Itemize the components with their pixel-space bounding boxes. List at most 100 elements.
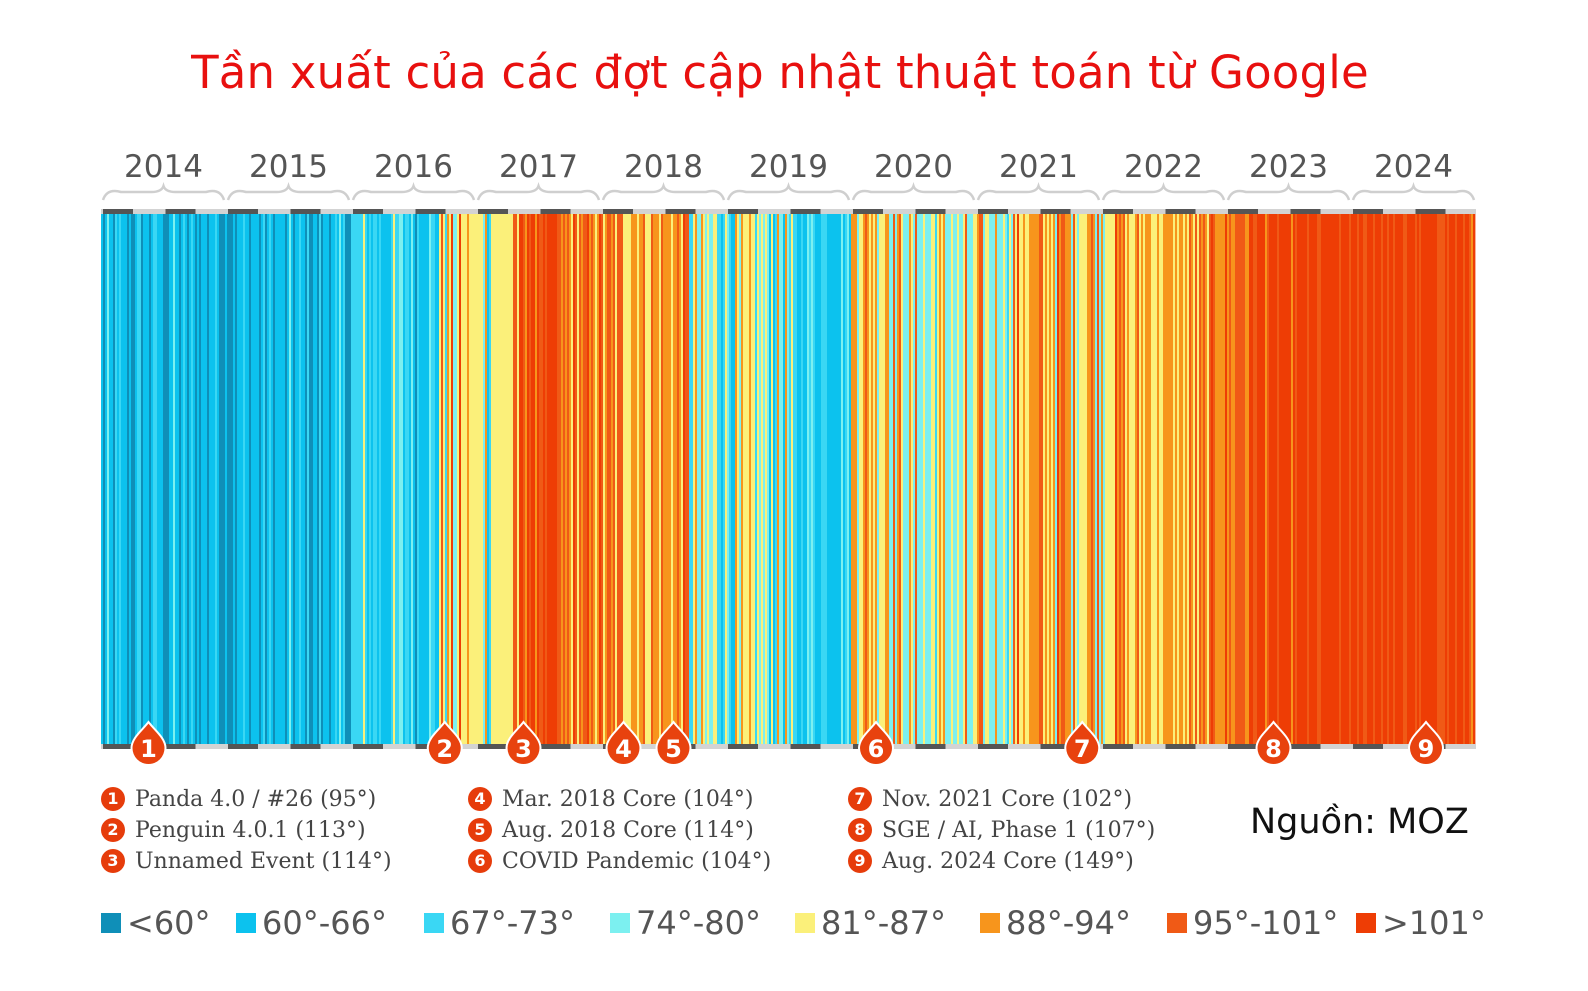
stripe xyxy=(363,214,366,744)
stripe xyxy=(329,214,332,744)
stripe xyxy=(929,214,932,744)
track-dash xyxy=(728,744,758,749)
stripe xyxy=(1119,214,1122,744)
stripe xyxy=(1127,214,1130,744)
stripe xyxy=(1199,214,1202,744)
stripe xyxy=(641,214,644,744)
stripe xyxy=(1231,214,1234,744)
stripe xyxy=(637,214,640,744)
stripe xyxy=(1315,214,1318,744)
year-brace xyxy=(1226,182,1351,201)
stripe xyxy=(1409,214,1412,744)
stripe xyxy=(1303,214,1306,744)
stripe xyxy=(1383,214,1386,744)
stripe xyxy=(917,214,920,744)
legend-label: >101° xyxy=(1382,904,1486,942)
event-marker-1: 1 xyxy=(130,720,167,766)
stripe xyxy=(115,214,118,744)
stripe xyxy=(403,214,406,744)
stripe xyxy=(731,214,734,744)
stripe xyxy=(127,214,130,744)
stripe xyxy=(371,214,374,744)
stripe xyxy=(789,214,792,744)
stripe xyxy=(1177,214,1180,744)
stripe xyxy=(1227,214,1230,744)
stripe xyxy=(1055,214,1058,744)
stripe xyxy=(717,214,720,744)
stripe xyxy=(1463,214,1466,744)
stripe xyxy=(663,214,666,744)
track-dash xyxy=(603,209,633,214)
stripe xyxy=(1059,214,1062,744)
stripe xyxy=(307,214,310,744)
stripe xyxy=(483,214,486,744)
stripe xyxy=(1289,214,1292,744)
stripe xyxy=(145,214,148,744)
stripe xyxy=(1031,214,1034,744)
stripe xyxy=(1233,214,1236,744)
stripe xyxy=(1073,214,1076,744)
stripe xyxy=(399,214,402,744)
stripe xyxy=(461,214,464,744)
stripe xyxy=(447,214,450,744)
stripe xyxy=(267,214,270,744)
stripe xyxy=(239,214,242,744)
stripe xyxy=(1103,214,1106,744)
stripe xyxy=(417,214,420,744)
event-label: Penguin 4.0.1 (113°) xyxy=(135,817,366,843)
stripe xyxy=(629,214,632,744)
stripe xyxy=(299,214,302,744)
stripe xyxy=(1081,214,1084,744)
stripe xyxy=(959,214,962,744)
stripe xyxy=(645,214,648,744)
stripe xyxy=(977,214,980,744)
stripe xyxy=(259,214,262,744)
year-brace xyxy=(1101,182,1226,201)
stripe xyxy=(847,214,850,744)
stripe xyxy=(295,214,298,744)
event-6: 6 COVID Pandemic (104°) xyxy=(468,846,771,876)
stripe xyxy=(563,214,566,744)
stripe xyxy=(193,214,196,744)
year-brace xyxy=(351,182,476,201)
stripe xyxy=(1061,214,1064,744)
legend-label: 60°-66° xyxy=(262,904,387,942)
source-credit: Nguồn: MOZ xyxy=(1250,802,1469,842)
stripe xyxy=(845,214,848,744)
stripe xyxy=(1001,214,1004,744)
stripe xyxy=(381,214,384,744)
stripe xyxy=(233,214,236,744)
stripe xyxy=(1005,214,1008,744)
stripe xyxy=(505,214,508,744)
stripe xyxy=(771,214,774,744)
stripe xyxy=(705,214,708,744)
stripe xyxy=(679,214,682,744)
stripe xyxy=(1017,214,1020,744)
track-dash xyxy=(790,744,821,749)
stripe xyxy=(467,214,470,744)
stripe xyxy=(781,214,784,744)
marker-pin xyxy=(1064,720,1101,766)
stripe xyxy=(1323,214,1326,744)
stripe xyxy=(349,214,352,744)
stripe xyxy=(943,214,946,744)
stripe xyxy=(1417,214,1420,744)
marker-number: 3 xyxy=(515,735,532,763)
stripe xyxy=(171,214,174,744)
stripe xyxy=(573,214,576,744)
event-number-badge: 8 xyxy=(848,818,872,842)
stripe xyxy=(147,214,150,744)
stripe xyxy=(1163,214,1166,744)
stripe xyxy=(1299,214,1302,744)
stripe xyxy=(1161,214,1164,744)
stripe xyxy=(735,214,738,744)
year-brace xyxy=(601,182,726,201)
stripe xyxy=(657,214,660,744)
stripe xyxy=(1035,214,1038,744)
stripe xyxy=(879,214,882,744)
stripe xyxy=(931,214,934,744)
stripe xyxy=(237,214,240,744)
stripe xyxy=(725,214,728,744)
event-marker-7: 7 xyxy=(1064,720,1101,766)
stripe xyxy=(285,214,288,744)
